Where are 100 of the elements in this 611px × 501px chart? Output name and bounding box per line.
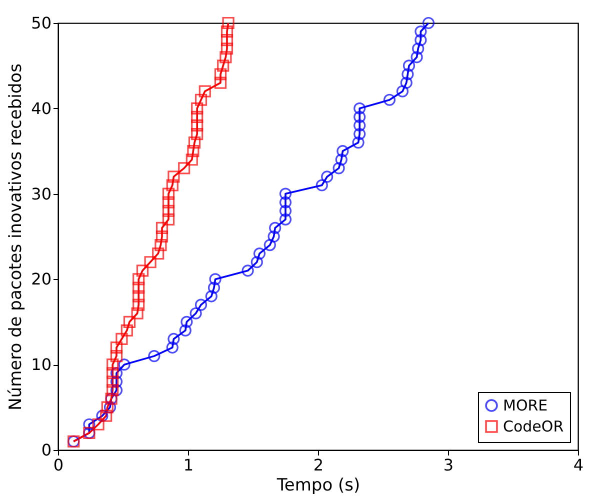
point	[321, 170, 334, 183]
point	[316, 179, 328, 192]
point	[190, 307, 202, 320]
point	[148, 350, 160, 362]
point	[110, 341, 123, 354]
point	[162, 196, 175, 208]
point	[220, 42, 234, 55]
point	[402, 68, 414, 80]
point	[132, 273, 145, 286]
point	[101, 401, 114, 414]
point	[279, 213, 292, 226]
point	[354, 110, 366, 123]
point	[383, 94, 396, 106]
point	[205, 290, 218, 302]
point	[144, 256, 156, 268]
point	[92, 418, 104, 430]
x-tick-label: 0	[53, 456, 64, 474]
x-tick-label: 3	[443, 456, 454, 474]
point	[217, 60, 230, 72]
point	[208, 282, 220, 294]
x-tick-label: 2	[313, 456, 324, 474]
point	[414, 34, 427, 46]
point	[198, 85, 211, 98]
point	[410, 51, 423, 64]
point	[188, 136, 201, 149]
point	[110, 367, 123, 380]
point	[156, 222, 168, 234]
point	[335, 154, 348, 166]
point	[250, 256, 263, 268]
point	[179, 324, 192, 336]
y-tick-label: 30	[31, 184, 52, 204]
point	[152, 248, 164, 260]
point	[336, 145, 349, 158]
point	[100, 410, 112, 422]
point	[220, 25, 234, 38]
point	[187, 145, 200, 158]
point	[106, 367, 119, 380]
point	[269, 222, 282, 234]
point	[279, 196, 292, 208]
point	[191, 102, 204, 114]
point	[191, 128, 204, 140]
point	[110, 350, 123, 362]
point	[354, 119, 366, 132]
point	[354, 128, 366, 140]
point	[168, 170, 180, 183]
point	[354, 102, 366, 114]
y-tick-label: 40	[31, 98, 52, 118]
point	[118, 358, 130, 371]
point	[352, 136, 364, 149]
x-axis-title: Tempo (s)	[276, 476, 360, 496]
point	[132, 290, 145, 302]
point	[106, 376, 119, 388]
point	[166, 179, 178, 192]
x-tick-label: 1	[183, 456, 194, 474]
point	[396, 85, 409, 98]
point	[120, 324, 133, 336]
y-tick-label: 50	[31, 14, 52, 32]
point	[178, 162, 190, 174]
x-tick-label: 4	[573, 456, 584, 474]
point	[332, 162, 345, 174]
point	[186, 154, 198, 166]
point	[194, 94, 208, 106]
legend-label: CodeOR	[503, 418, 564, 436]
point	[264, 239, 276, 252]
point	[162, 188, 175, 200]
point	[194, 298, 208, 311]
point	[123, 316, 136, 328]
point	[214, 76, 227, 89]
point	[106, 384, 119, 396]
point	[222, 16, 234, 30]
point	[180, 316, 193, 328]
legend-label: MORE	[503, 396, 548, 414]
y-tick-label: 10	[31, 355, 52, 374]
point	[156, 230, 168, 243]
point	[412, 42, 424, 55]
y-tick-label: 20	[31, 270, 52, 289]
point	[131, 307, 144, 320]
point	[162, 213, 175, 226]
point	[220, 34, 234, 46]
point	[83, 418, 96, 430]
point	[132, 298, 145, 311]
point	[402, 60, 416, 72]
point	[209, 273, 222, 286]
point	[268, 230, 280, 243]
point	[422, 16, 435, 30]
point	[279, 188, 292, 200]
y-axis-title: Número de pacotes inovativos recebidos	[6, 63, 26, 410]
point	[191, 110, 204, 123]
point	[400, 76, 412, 89]
point	[136, 264, 149, 277]
point	[116, 332, 128, 346]
point	[253, 248, 266, 260]
point	[168, 332, 180, 346]
point	[214, 68, 227, 80]
point	[154, 238, 167, 252]
point	[220, 51, 232, 64]
point	[279, 204, 292, 217]
point	[242, 264, 254, 277]
point	[106, 358, 119, 371]
point	[132, 282, 145, 294]
